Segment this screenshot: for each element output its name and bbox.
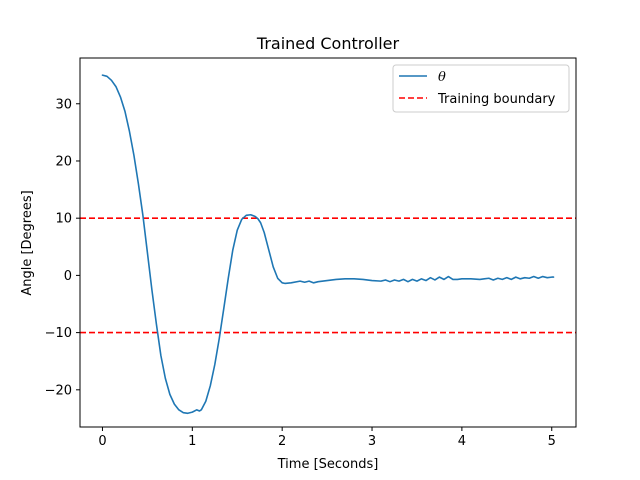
x-tick-label: 2: [278, 434, 286, 449]
y-tick-label: −20: [45, 383, 72, 398]
y-tick-label: 0: [64, 269, 72, 284]
y-tick-label: −10: [45, 326, 72, 341]
x-axis: 0 1 2 3 4 5: [98, 427, 556, 449]
legend-theta-label: θ: [438, 70, 446, 85]
theta-series-line: [101, 74, 555, 415]
x-tick-label: 0: [98, 434, 106, 449]
boundary-lines: [80, 217, 576, 334]
y-tick-label: 30: [55, 97, 72, 112]
x-tick-label: 3: [368, 434, 376, 449]
plot-area: [80, 58, 576, 427]
series-layer: [101, 74, 555, 415]
x-tick-label: 5: [548, 434, 556, 449]
plot-border: [79, 57, 577, 428]
legend-box: [392, 64, 570, 113]
legend-boundary-label: Training boundary: [437, 92, 556, 107]
legend: θ Training boundary: [392, 64, 570, 113]
x-tick-label: 1: [188, 434, 196, 449]
y-tick-label: 10: [55, 212, 72, 227]
x-tick-label: 4: [458, 434, 466, 449]
y-axis-label: Angle [Degrees]: [20, 190, 35, 295]
y-axis: −20 −10 0 10 20 30: [45, 97, 80, 398]
x-axis-label: Time [Seconds]: [277, 457, 379, 472]
y-tick-label: 20: [55, 154, 72, 169]
chart-title: Trained Controller: [256, 34, 400, 53]
